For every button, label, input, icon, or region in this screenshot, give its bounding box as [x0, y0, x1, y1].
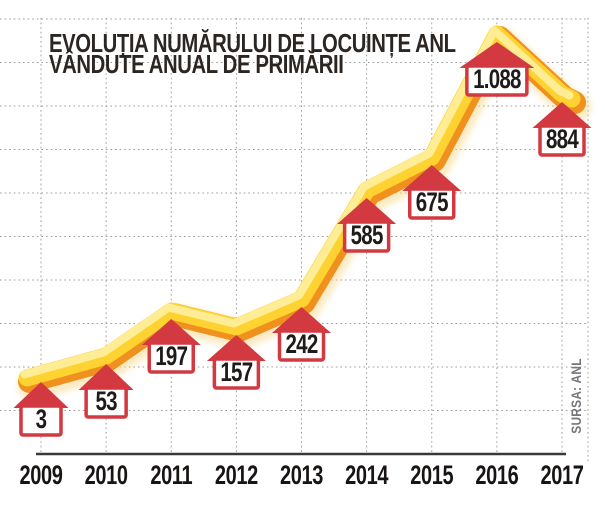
x-axis-label-2016: 2016	[475, 460, 518, 491]
marker-house-2015: 675	[402, 165, 462, 220]
x-axis-label-2015: 2015	[410, 460, 453, 491]
house-value-box	[538, 124, 586, 157]
house-roof-icon	[337, 198, 397, 224]
marker-house-2016: 1.088	[459, 42, 535, 97]
house-roof-icon	[272, 307, 331, 333]
house-value-box	[277, 329, 326, 362]
x-axis-label-2017: 2017	[541, 460, 584, 491]
house-value-box	[212, 357, 261, 390]
chart-title: EVOLUȚIA NUMĂRULUI DE LOCUINȚE ANL VÂNDU…	[49, 28, 456, 79]
marker-house-2014: 585	[337, 198, 397, 253]
house-value-box	[19, 404, 63, 437]
house-value-box	[465, 64, 529, 97]
marker-house-2013: 242	[272, 307, 331, 362]
house-roof-icon	[206, 335, 266, 361]
marker-value-label: 3	[36, 404, 47, 434]
chart-title-line2: VÂNDUTE ANUAL DE PRIMĂRII	[49, 49, 344, 79]
source-label: SURSA: ANL	[569, 358, 584, 434]
marker-value-label: 197	[155, 341, 187, 371]
house-value-box	[342, 220, 391, 253]
x-axis-label-2009: 2009	[20, 460, 63, 491]
house-roof-icon	[78, 364, 134, 390]
marker-value-label: 242	[286, 329, 318, 359]
house-roof-icon	[459, 42, 535, 68]
marker-value-label: 53	[95, 386, 117, 416]
marker-value-label: 157	[220, 357, 252, 387]
x-axis-label-2010: 2010	[85, 460, 128, 491]
marker-house-2012: 157	[206, 335, 266, 390]
house-roof-icon	[141, 319, 201, 345]
x-axis-label-2014: 2014	[345, 460, 389, 491]
marker-value-label: 884	[546, 124, 579, 154]
house-roof-icon	[532, 102, 592, 128]
house-value-box	[84, 386, 128, 419]
house-value-box	[408, 187, 456, 220]
marker-house-2010: 53	[78, 364, 134, 419]
house-value-box	[147, 341, 195, 374]
house-roof-icon	[13, 382, 69, 408]
chart-title-line1: EVOLUȚIA NUMĂRULUI DE LOCUINȚE ANL	[49, 28, 456, 58]
x-axis-label-2013: 2013	[280, 460, 323, 491]
marker-house-2009: 3	[13, 382, 69, 437]
x-axis-label-2011: 2011	[150, 460, 192, 491]
house-roof-icon	[402, 165, 462, 191]
marker-value-label: 585	[351, 220, 383, 250]
marker-house-2011: 197	[141, 319, 201, 374]
marker-house-2017: 884	[532, 102, 592, 157]
trend-line	[20, 26, 574, 379]
marker-value-label: 1.088	[473, 64, 521, 94]
x-axis-label-2012: 2012	[215, 460, 258, 491]
marker-value-label: 675	[416, 187, 448, 217]
